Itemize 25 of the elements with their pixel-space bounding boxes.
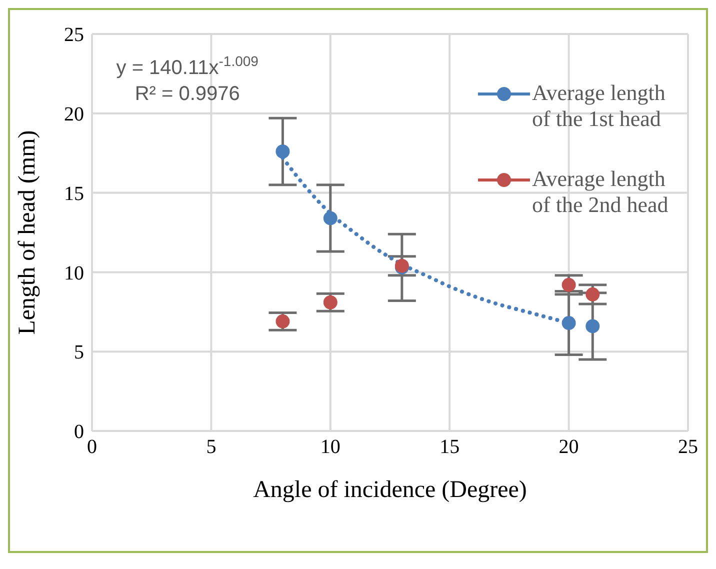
point bbox=[586, 319, 600, 334]
x-tick-label: 25 bbox=[678, 436, 698, 458]
y-tick-label: 5 bbox=[74, 342, 84, 364]
y-tick-label: 20 bbox=[64, 104, 84, 126]
y-tick-label: 0 bbox=[74, 421, 84, 444]
y-axis-title: Length of head (mm) bbox=[14, 130, 41, 335]
point bbox=[276, 144, 290, 159]
legend-label: Average length of the 2nd head bbox=[532, 166, 670, 218]
y-tick-label: 25 bbox=[64, 24, 84, 46]
x-tick-label: 15 bbox=[440, 436, 460, 458]
legend-label: Average length of the 1st head bbox=[532, 80, 666, 132]
x-tick-label: 10 bbox=[320, 436, 340, 458]
annotation: R² = 0.9976 bbox=[134, 83, 240, 105]
point bbox=[562, 316, 576, 330]
x-tick-label: 5 bbox=[206, 436, 216, 458]
point bbox=[586, 287, 600, 302]
point bbox=[276, 314, 290, 328]
y-tick-label: 15 bbox=[64, 182, 84, 205]
x-axis-title: Angle of incidence (Degree) bbox=[253, 477, 527, 503]
y-tick-label: 10 bbox=[64, 262, 84, 284]
point bbox=[323, 295, 338, 310]
x-tick-label: 20 bbox=[558, 436, 579, 458]
point bbox=[323, 211, 338, 226]
annotation: y = 140.11x$^{-1.009}$ bbox=[116, 53, 259, 79]
point bbox=[562, 278, 576, 292]
